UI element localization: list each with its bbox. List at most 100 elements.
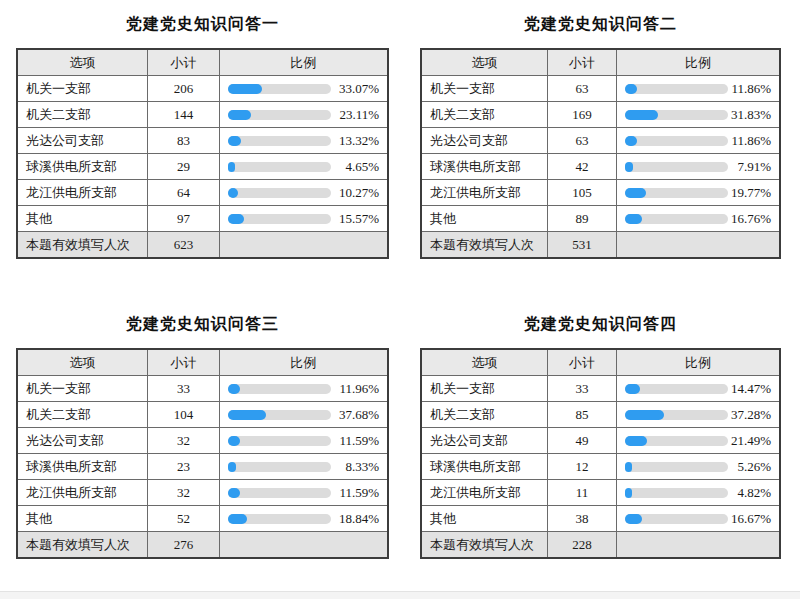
col-header-option: 选项 [421, 49, 547, 76]
option-label: 其他 [421, 206, 547, 232]
ratio-percent: 10.27% [339, 185, 379, 201]
col-header-option: 选项 [421, 349, 547, 376]
option-count: 23 [148, 454, 220, 480]
table-row: 龙江供电所支部 64 10.27% [17, 180, 388, 206]
option-label: 龙江供电所支部 [421, 180, 547, 206]
stats-table: 选项 小计 比例 机关一支部 206 33.07% 机关二支部 144 [16, 48, 389, 259]
ratio-bar-track [228, 214, 331, 224]
ratio-bar-fill [228, 84, 262, 94]
ratio-bar-track [228, 514, 331, 524]
ratio-bar: 8.33% [228, 459, 379, 475]
ratio-percent: 37.68% [339, 407, 379, 423]
ratio-bar: 4.82% [625, 485, 771, 501]
header-row: 选项 小计 比例 [421, 49, 780, 76]
total-ratio-empty [219, 532, 388, 559]
option-label: 龙江供电所支部 [17, 180, 148, 206]
option-count: 63 [547, 76, 616, 102]
total-label: 本题有效填写人次 [421, 232, 547, 259]
ratio-percent: 7.91% [737, 159, 771, 175]
stats-table: 选项 小计 比例 机关一支部 33 11.96% 机关二支部 104 [16, 348, 389, 559]
ratio-bar-fill [625, 136, 637, 146]
header-row: 选项 小计 比例 [17, 349, 388, 376]
total-row: 本题有效填写人次 276 [17, 532, 388, 559]
option-count: 52 [148, 506, 220, 532]
table-row: 其他 89 16.76% [421, 206, 780, 232]
ratio-bar-track [228, 84, 331, 94]
option-label: 机关二支部 [17, 402, 148, 428]
table-row: 龙江供电所支部 11 4.82% [421, 480, 780, 506]
table-row: 光达公司支部 32 11.59% [17, 428, 388, 454]
ratio-bar: 31.83% [625, 107, 771, 123]
ratio-bar-track [625, 436, 728, 446]
option-label: 球溪供电所支部 [17, 154, 148, 180]
table-title: 党建党史知识问答一 [16, 14, 389, 35]
option-label: 机关二支部 [421, 402, 547, 428]
table-row: 机关二支部 169 31.83% [421, 102, 780, 128]
question-block-3: 党建党史知识问答三 选项 小计 比例 机关一支部 33 11.96% 机 [0, 300, 400, 599]
ratio-bar-fill [228, 136, 242, 146]
option-label: 光达公司支部 [17, 128, 148, 154]
ratio-bar-fill [625, 84, 637, 94]
ratio-bar: 14.47% [625, 381, 771, 397]
ratio-bar-fill [625, 436, 647, 446]
total-ratio-empty [617, 532, 780, 559]
table-row: 机关一支部 33 14.47% [421, 376, 780, 402]
ratio-percent: 11.59% [339, 433, 379, 449]
ratio-bar: 18.84% [228, 511, 379, 527]
col-header-ratio: 比例 [617, 349, 780, 376]
stats-table: 选项 小计 比例 机关一支部 63 11.86% 机关二支部 169 [420, 48, 781, 259]
ratio-bar: 33.07% [228, 81, 379, 97]
table-row: 其他 97 15.57% [17, 206, 388, 232]
header-row: 选项 小计 比例 [421, 349, 780, 376]
ratio-bar-fill [228, 188, 239, 198]
ratio-bar: 11.86% [625, 81, 771, 97]
option-label: 机关二支部 [17, 102, 148, 128]
ratio-bar-fill [228, 384, 240, 394]
col-header-ratio: 比例 [219, 349, 388, 376]
ratio-bar-fill [625, 188, 645, 198]
option-label: 龙江供电所支部 [17, 480, 148, 506]
table-row: 机关二支部 144 23.11% [17, 102, 388, 128]
ratio-bar-fill [228, 110, 252, 120]
table-title: 党建党史知识问答二 [420, 14, 781, 35]
ratio-bar: 19.77% [625, 185, 771, 201]
option-label: 其他 [17, 206, 148, 232]
col-header-subtotal: 小计 [148, 349, 220, 376]
ratio-bar: 11.59% [228, 433, 379, 449]
table-row: 机关一支部 206 33.07% [17, 76, 388, 102]
option-count: 29 [148, 154, 220, 180]
option-count: 169 [547, 102, 616, 128]
total-count: 228 [547, 532, 616, 559]
ratio-bar: 15.57% [228, 211, 379, 227]
question-block-1: 党建党史知识问答一 选项 小计 比例 机关一支部 206 33.07% [0, 0, 400, 300]
header-row: 选项 小计 比例 [17, 49, 388, 76]
question-block-2: 党建党史知识问答二 选项 小计 比例 机关一支部 63 11.86% 机 [400, 0, 800, 300]
option-label: 机关一支部 [421, 76, 547, 102]
ratio-bar-track [228, 410, 331, 420]
page-bottom-strip [0, 591, 800, 599]
ratio-percent: 33.07% [339, 81, 379, 97]
ratio-bar-fill [625, 514, 642, 524]
option-count: 38 [547, 506, 616, 532]
table-row: 龙江供电所支部 105 19.77% [421, 180, 780, 206]
ratio-percent: 4.65% [345, 159, 379, 175]
table-row: 机关一支部 33 11.96% [17, 376, 388, 402]
total-row: 本题有效填写人次 228 [421, 532, 780, 559]
table-row: 光达公司支部 49 21.49% [421, 428, 780, 454]
ratio-bar-fill [228, 488, 240, 498]
ratio-bar-fill [228, 514, 247, 524]
ratio-percent: 14.47% [731, 381, 771, 397]
ratio-bar: 16.76% [625, 211, 771, 227]
ratio-bar-track [228, 136, 331, 146]
col-header-subtotal: 小计 [148, 49, 220, 76]
ratio-bar-fill [625, 214, 642, 224]
option-count: 64 [148, 180, 220, 206]
ratio-bar-track [625, 488, 728, 498]
option-label: 机关二支部 [421, 102, 547, 128]
ratio-bar-track [625, 214, 728, 224]
ratio-percent: 21.49% [731, 433, 771, 449]
option-count: 42 [547, 154, 616, 180]
ratio-bar: 23.11% [228, 107, 379, 123]
ratio-bar-fill [625, 110, 658, 120]
table-row: 机关二支部 85 37.28% [421, 402, 780, 428]
